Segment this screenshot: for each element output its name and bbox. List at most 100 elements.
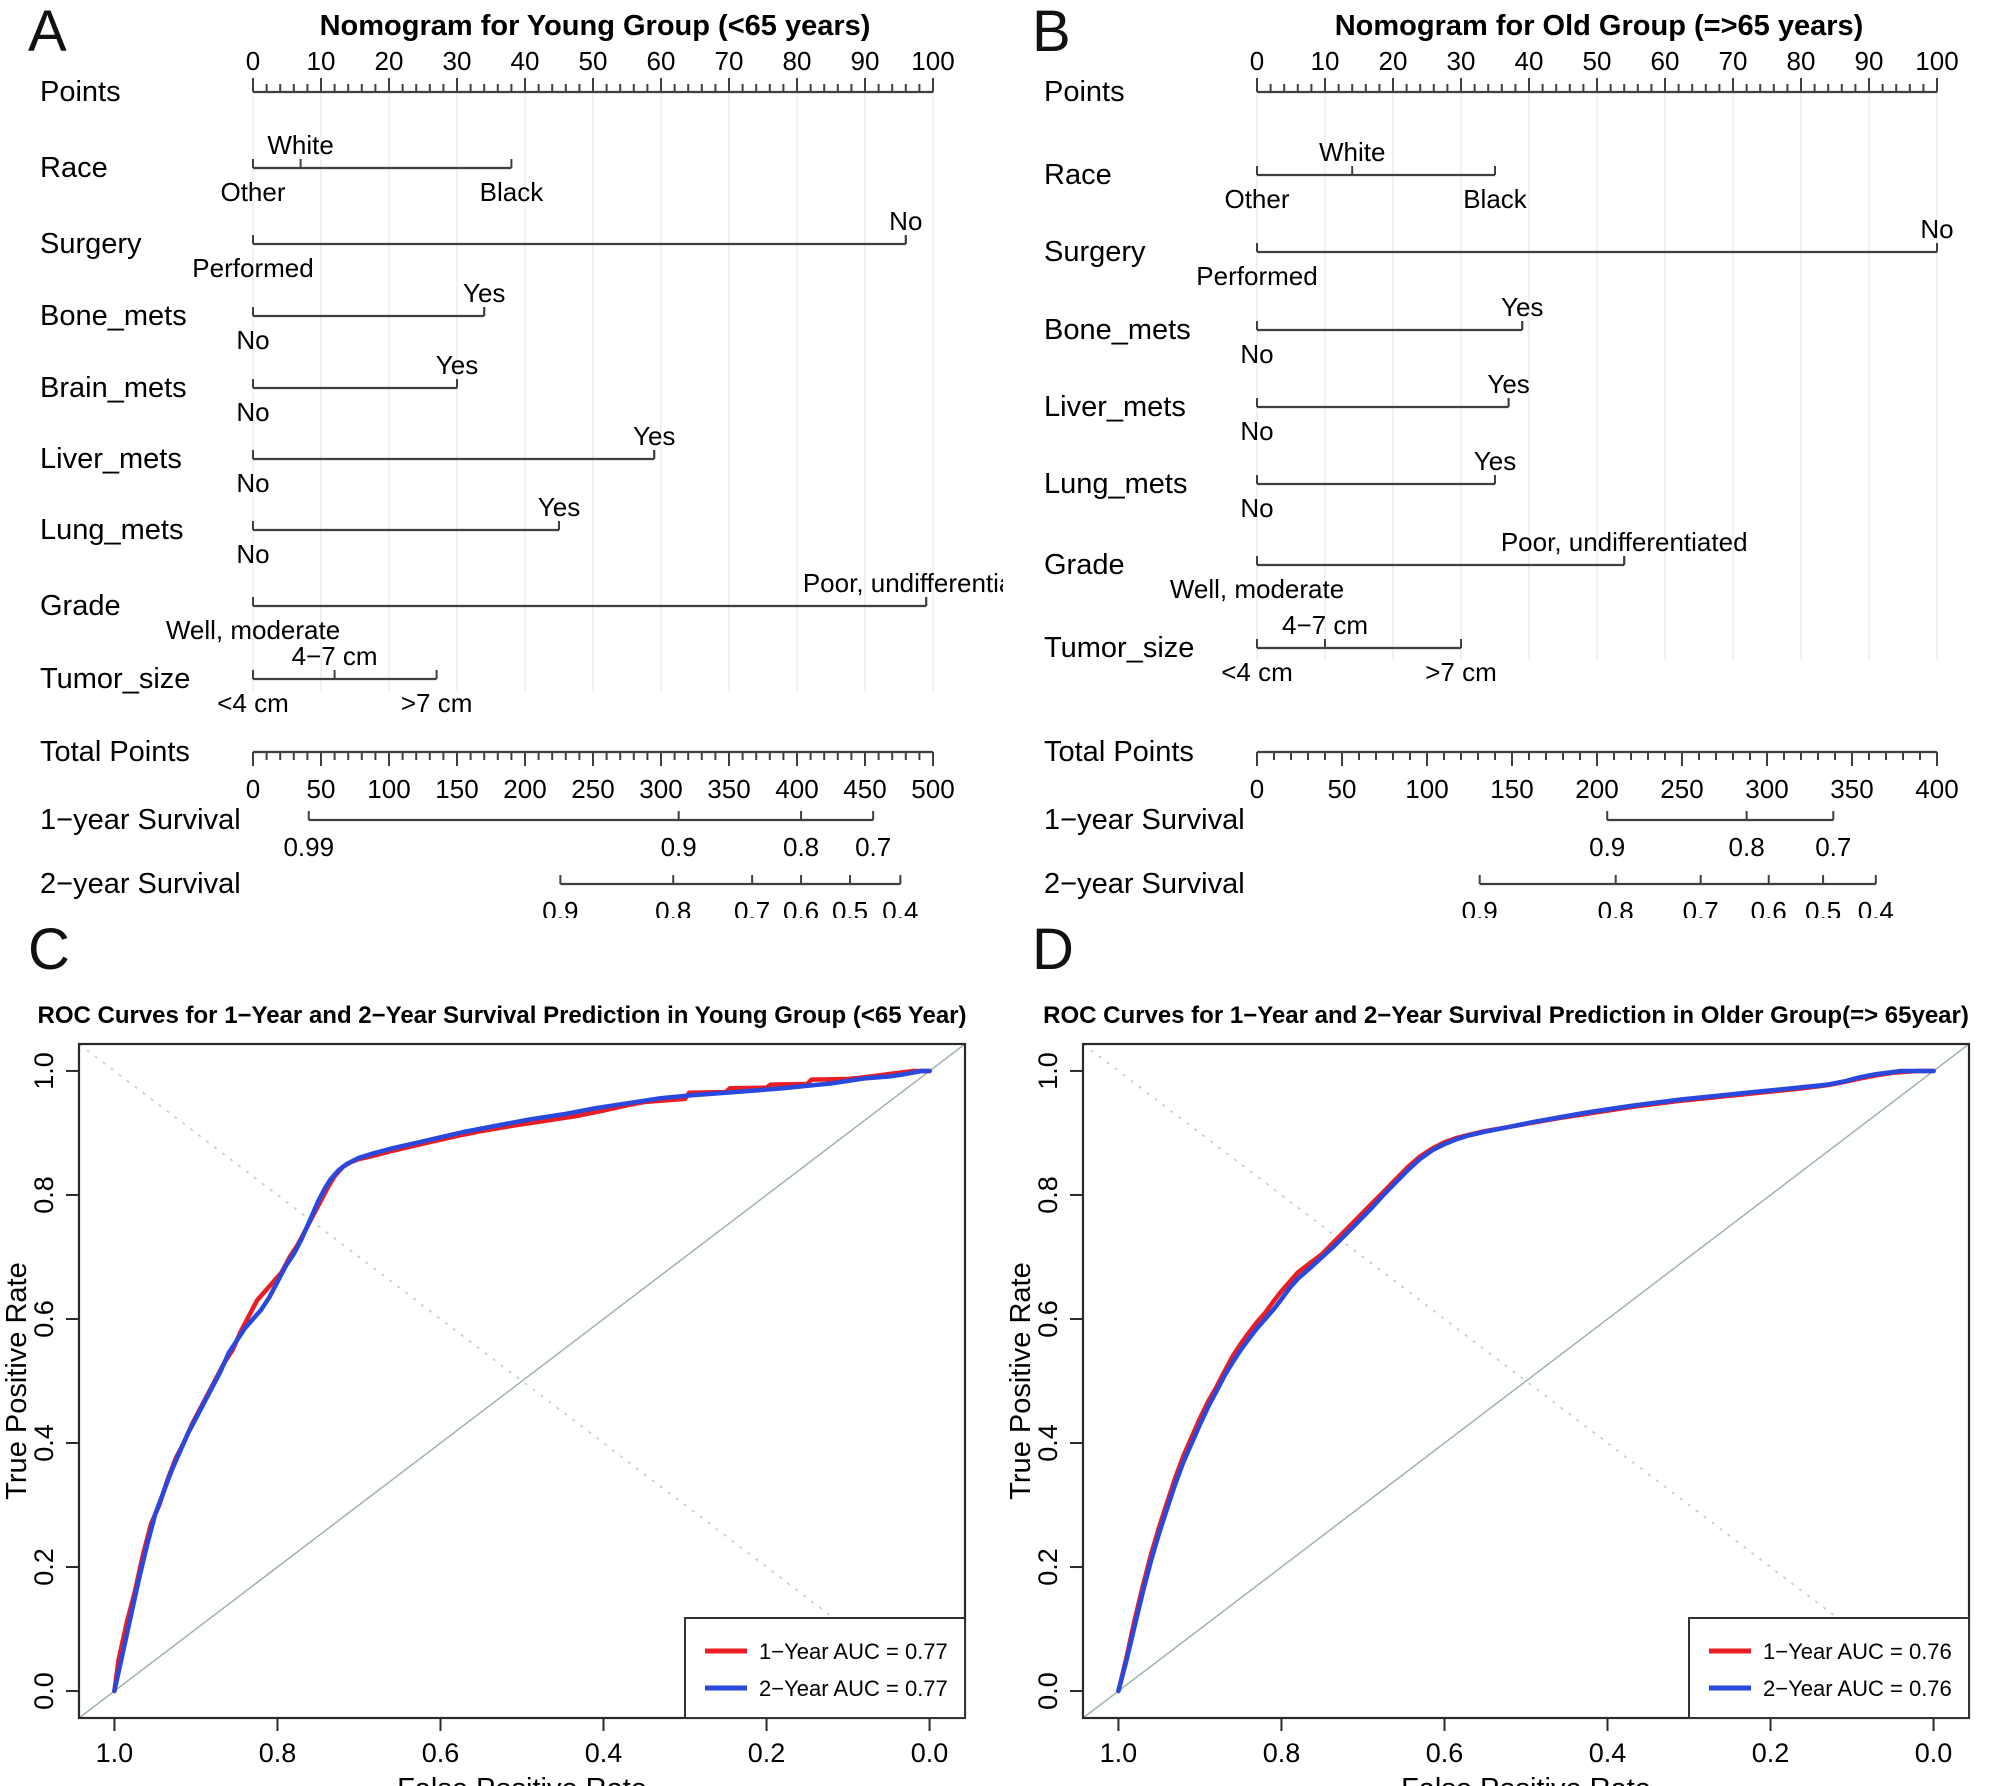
y-tick-label: 0.8 xyxy=(29,1176,59,1214)
category-label: Yes xyxy=(538,492,580,522)
row-label: Brain_mets xyxy=(40,372,187,404)
category-label: No xyxy=(236,539,269,569)
row-label: Bone_mets xyxy=(40,300,187,332)
points-tick-label: 50 xyxy=(579,46,608,76)
category-label: No xyxy=(1240,416,1273,446)
legend-label: 1−Year AUC = 0.76 xyxy=(1763,1639,1952,1664)
y-tick-label: 1.0 xyxy=(29,1052,59,1090)
roc-curve-2-year xyxy=(1116,1068,1936,1694)
points-tick-label: 0 xyxy=(246,46,260,76)
category-label: Yes xyxy=(1501,292,1543,322)
total-points-tick-label: 350 xyxy=(1830,774,1873,804)
y-tick-label: 0.2 xyxy=(29,1548,59,1586)
total-points-tick-label: 300 xyxy=(1745,774,1788,804)
points-tick-label: 30 xyxy=(1447,46,1476,76)
panel-a-letter: A xyxy=(28,0,67,64)
points-tick-label: 10 xyxy=(1311,46,1340,76)
x-axis-label: False Positive Rate xyxy=(1401,1773,1651,1786)
category-label: No xyxy=(1240,493,1273,523)
row-label: Total Points xyxy=(1044,736,1194,768)
survival-tick-label: 0.6 xyxy=(1751,896,1787,918)
points-tick-label: 90 xyxy=(851,46,880,76)
row-label: 2−year Survival xyxy=(1044,868,1245,900)
category-label: Yes xyxy=(633,421,675,451)
panel-b-letter: B xyxy=(1032,0,1071,64)
x-tick-label: 0.4 xyxy=(585,1738,623,1768)
points-tick-label: 80 xyxy=(1787,46,1816,76)
survival-tick-label: 0.9 xyxy=(1462,896,1498,918)
survival-tick-label: 0.8 xyxy=(783,832,819,862)
legend-label: 2−Year AUC = 0.77 xyxy=(759,1676,948,1701)
y-tick-label: 0.8 xyxy=(1033,1176,1063,1214)
panel-b-title: Nomogram for Old Group (=>65 years) xyxy=(1334,10,1864,42)
x-tick-label: 1.0 xyxy=(1100,1738,1138,1768)
row-label: Surgery xyxy=(40,228,142,260)
x-tick-label: 0.0 xyxy=(911,1738,949,1768)
row-label: 1−year Survival xyxy=(40,804,241,836)
points-tick-label: 100 xyxy=(1915,46,1958,76)
survival-tick-label: 0.9 xyxy=(542,896,578,918)
y-tick-label: 0.6 xyxy=(29,1300,59,1338)
row-label: Total Points xyxy=(40,736,190,768)
y-tick-label: 0.4 xyxy=(1033,1424,1063,1462)
survival-tick-label: 0.8 xyxy=(1729,832,1765,862)
points-tick-label: 80 xyxy=(783,46,812,76)
total-points-tick-label: 0 xyxy=(246,774,260,804)
points-tick-label: 70 xyxy=(1719,46,1748,76)
total-points-tick-label: 0 xyxy=(1250,774,1264,804)
panel-c-canvas: 1.0 0.8 0.6 0.4 0.2 0.0 0.0 0.2 0.4 0.6 0.8 1.0 Fals… xyxy=(1,1042,967,1786)
survival-tick-label: 0.9 xyxy=(1589,832,1625,862)
row-label: Grade xyxy=(1044,549,1125,581)
y-tick-label: 0.0 xyxy=(29,1672,59,1710)
row-label: Liver_mets xyxy=(40,443,182,475)
category-label: Black xyxy=(1463,184,1528,214)
panel-c-roc: C ROC Curves for 1−Year and 2−Year Survi… xyxy=(0,918,1003,1786)
row-label: Liver_mets xyxy=(1044,391,1186,423)
points-tick-label: 60 xyxy=(1651,46,1680,76)
y-tick-label: 0.4 xyxy=(29,1424,59,1462)
survival-tick-label: 0.4 xyxy=(882,896,918,918)
x-tick-label: 0.8 xyxy=(1263,1738,1301,1768)
y-tick-label: 1.0 xyxy=(1033,1052,1063,1090)
category-label: White xyxy=(267,130,333,160)
points-tick-label: 90 xyxy=(1855,46,1884,76)
points-tick-label: 40 xyxy=(511,46,540,76)
category-label: Yes xyxy=(1487,369,1529,399)
survival-tick-label: 0.5 xyxy=(832,896,868,918)
x-tick-label: 0.2 xyxy=(1752,1738,1790,1768)
category-label: 4−7 cm xyxy=(292,641,378,671)
roc-curve-2-year xyxy=(112,1068,932,1694)
total-points-tick-label: 400 xyxy=(775,774,818,804)
panel-a-nomogram: A Nomogram for Young Group (<65 years) 0… xyxy=(0,0,1003,918)
panel-d-title: ROC Curves for 1−Year and 2−Year Surviva… xyxy=(1043,1002,1969,1029)
row-label: Points xyxy=(1044,76,1125,108)
y-tick-label: 0.6 xyxy=(1033,1300,1063,1338)
points-tick-label: 30 xyxy=(443,46,472,76)
category-label: 4−7 cm xyxy=(1282,610,1368,640)
category-label: Poor, undifferentiated xyxy=(1501,527,1748,557)
points-tick-label: 100 xyxy=(911,46,954,76)
category-label: Yes xyxy=(436,350,478,380)
legend-box xyxy=(684,1617,966,1719)
x-tick-label: 1.0 xyxy=(96,1738,134,1768)
survival-tick-label: 0.7 xyxy=(734,896,770,918)
category-label: Poor, undifferentiated xyxy=(803,568,1003,598)
points-tick-label: 70 xyxy=(715,46,744,76)
x-tick-label: 0.8 xyxy=(259,1738,297,1768)
category-label: <4 cm xyxy=(217,688,289,718)
x-tick-label: 0.4 xyxy=(1589,1738,1627,1768)
row-label: Surgery xyxy=(1044,236,1146,268)
points-tick-label: 50 xyxy=(1583,46,1612,76)
survival-tick-label: 0.4 xyxy=(1858,896,1894,918)
points-tick-label: 40 xyxy=(1515,46,1544,76)
panel-d-letter: D xyxy=(1032,918,1074,982)
total-points-tick-label: 400 xyxy=(1915,774,1958,804)
survival-tick-label: 0.8 xyxy=(1598,896,1634,918)
category-label: Performed xyxy=(192,253,313,283)
total-points-tick-label: 50 xyxy=(307,774,336,804)
points-tick-label: 20 xyxy=(375,46,404,76)
total-points-tick-label: 500 xyxy=(911,774,954,804)
y-axis-label: True Positive Rate xyxy=(1005,1262,1037,1499)
x-tick-label: 0.6 xyxy=(422,1738,460,1768)
chance-diagonal-line xyxy=(1082,1043,1970,1719)
